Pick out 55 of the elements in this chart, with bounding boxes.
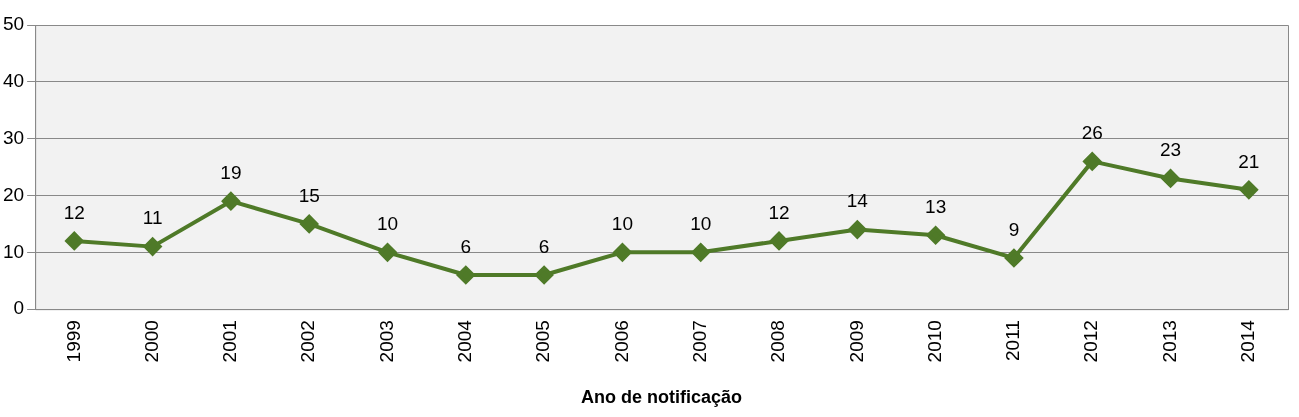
point <box>770 231 789 250</box>
y-tick-label: 10 <box>2 240 25 262</box>
data-label: 10 <box>690 213 712 235</box>
point <box>221 192 240 211</box>
x-tick-label: 2003 <box>375 320 397 363</box>
y-tick-label: 40 <box>2 70 25 92</box>
point <box>613 243 632 262</box>
x-tick-label: 2008 <box>767 320 789 363</box>
point <box>143 237 162 256</box>
x-tick-label: 2006 <box>610 320 632 363</box>
point <box>848 220 867 239</box>
data-label: 19 <box>220 161 242 183</box>
y-tick-label: 0 <box>13 297 25 319</box>
data-label: 12 <box>63 201 85 223</box>
point <box>456 266 475 285</box>
x-tick-label: 2010 <box>923 320 945 363</box>
x-tick-label: 2014 <box>1237 319 1259 363</box>
x-tick-label: 2012 <box>1080 320 1102 363</box>
point <box>691 243 710 262</box>
x-tick-label: 2004 <box>454 319 476 363</box>
point <box>378 243 397 262</box>
data-label: 10 <box>376 213 399 235</box>
point <box>65 231 84 250</box>
x-tick-label: 2000 <box>140 320 162 363</box>
y-tick-label: 50 <box>2 13 25 35</box>
data-label: 15 <box>298 184 320 206</box>
y-tick-label: 30 <box>2 126 25 148</box>
point <box>1004 248 1023 267</box>
data-label: 23 <box>1159 139 1182 161</box>
data-label: 11 <box>142 207 163 229</box>
x-tick-label: 2011 <box>1002 320 1024 361</box>
data-label: 10 <box>611 213 633 235</box>
point <box>1083 152 1102 171</box>
data-label: 12 <box>768 201 790 223</box>
data-label: 6 <box>460 235 472 257</box>
point <box>926 226 945 245</box>
data-label: 14 <box>846 190 869 212</box>
data-label: 9 <box>1008 218 1020 240</box>
x-axis-title: Ano de notificação <box>581 387 743 408</box>
x-tick-label: 2002 <box>297 320 319 363</box>
x-tick-label: 2005 <box>532 320 554 363</box>
data-label: 21 <box>1238 150 1260 172</box>
data-label: 13 <box>925 195 947 217</box>
x-tick-label: 2007 <box>688 320 710 363</box>
x-tick-label: 2009 <box>845 320 867 363</box>
point <box>300 214 319 233</box>
point <box>1239 180 1258 199</box>
data-label: 6 <box>538 235 550 257</box>
x-tick-label: 2001 <box>219 320 241 363</box>
point <box>1161 169 1180 188</box>
y-tick-label: 20 <box>2 183 25 205</box>
data-label: 26 <box>1081 122 1103 144</box>
point <box>535 266 554 285</box>
x-tick-label: 1999 <box>62 320 84 363</box>
x-tick-label: 2013 <box>1158 320 1180 363</box>
